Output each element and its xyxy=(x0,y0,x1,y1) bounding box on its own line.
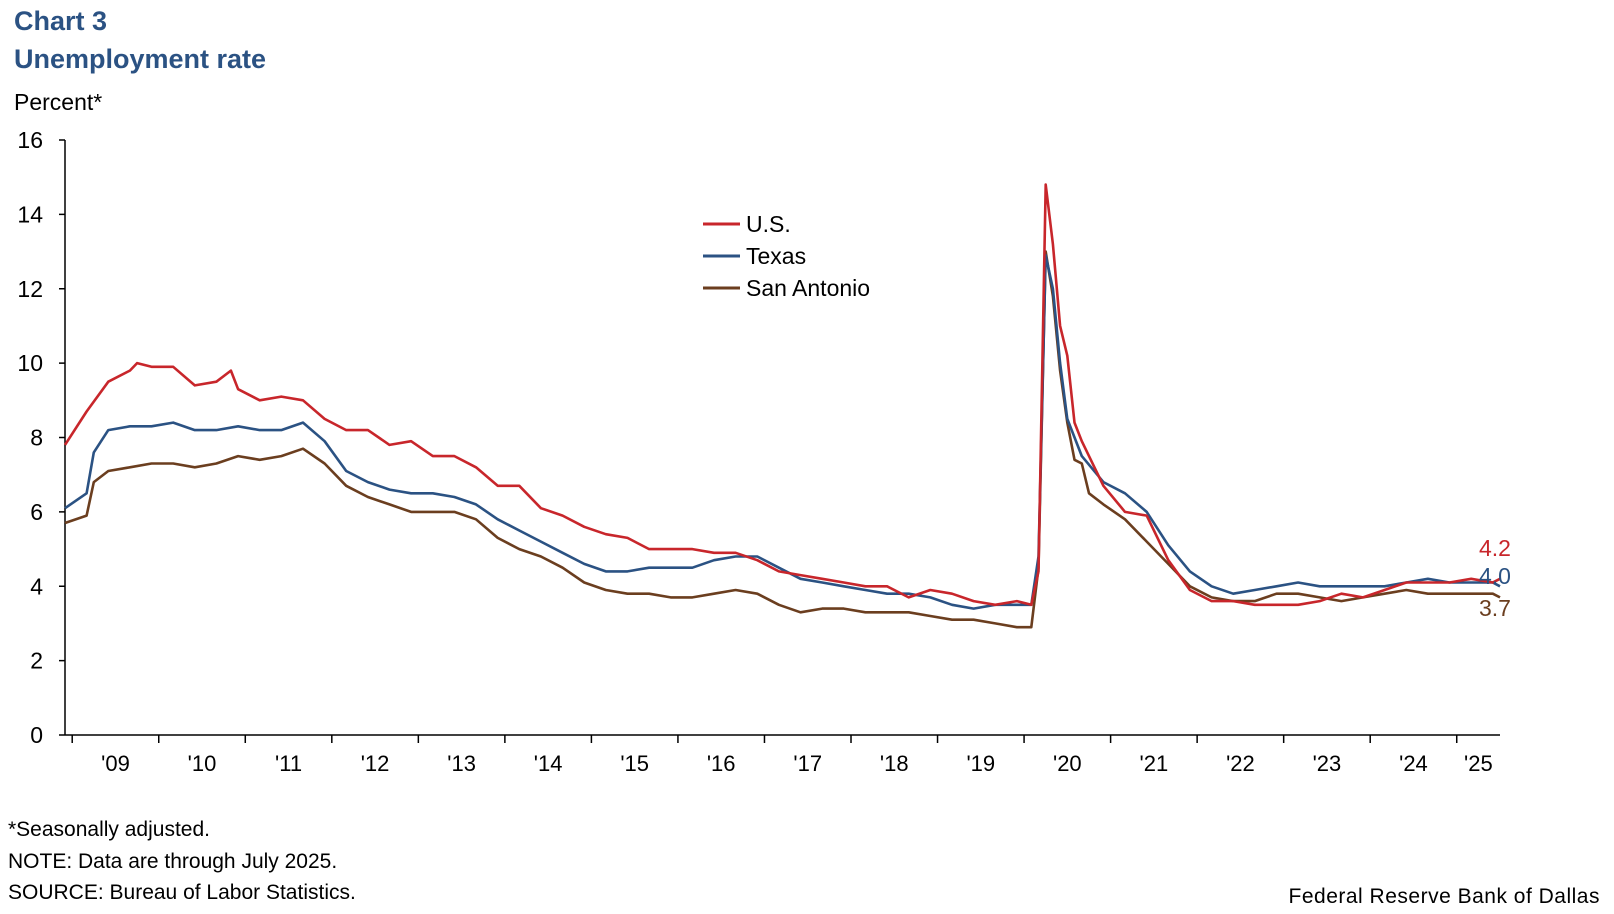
x-tick-label: '23 xyxy=(1313,751,1342,776)
chart-number: Chart 3 xyxy=(14,6,108,36)
x-tick-label: '13 xyxy=(447,751,476,776)
x-tick-label: '15 xyxy=(620,751,649,776)
y-tick-label: 2 xyxy=(30,648,43,674)
end-value-label: 3.7 xyxy=(1479,595,1511,621)
x-tick-label: '10 xyxy=(188,751,217,776)
series-line-san-antonio xyxy=(64,250,1501,629)
y-tick-label: 12 xyxy=(17,276,43,302)
end-value-label: 4.2 xyxy=(1479,535,1511,561)
x-tick-label: '20 xyxy=(1053,751,1082,776)
axes: 0 2 4 6 8 10 12 14 16 '09 '10 '11 '12 '13 '14 '15 '16 '17… xyxy=(17,127,1500,776)
y-tick-label: 14 xyxy=(17,201,43,227)
legend-label: U.S. xyxy=(746,211,791,237)
x-tick-label: '24 xyxy=(1399,751,1428,776)
x-tick-label: '09 xyxy=(101,751,130,776)
y-axis-unit-label: Percent* xyxy=(14,89,103,115)
y-tick-label: 10 xyxy=(17,350,43,376)
x-tick-label: '21 xyxy=(1140,751,1169,776)
x-tick-label: '11 xyxy=(275,751,302,776)
y-tick-label: 8 xyxy=(30,425,43,451)
end-labels: 4.24.0 3.7 xyxy=(1479,535,1511,621)
legend: U.S. Texas San Antonio xyxy=(703,211,870,301)
y-tick-label: 16 xyxy=(17,127,43,153)
y-tick-label: 6 xyxy=(30,499,43,525)
series-line-u-s xyxy=(63,183,1501,607)
x-tick-label: '12 xyxy=(361,751,390,776)
series-lines xyxy=(63,183,1501,629)
legend-label: Texas xyxy=(746,243,806,269)
x-tick-label: '19 xyxy=(966,751,995,776)
x-tick-label: '18 xyxy=(880,751,909,776)
legend-label: San Antonio xyxy=(746,275,870,301)
source: SOURCE: Bureau of Labor Statistics. xyxy=(8,881,356,904)
x-tick-label: '17 xyxy=(793,751,822,776)
x-tick-label: '25 xyxy=(1464,751,1493,776)
footnote: *Seasonally adjusted. xyxy=(8,818,210,841)
end-value-label: 4.0 xyxy=(1479,563,1511,589)
x-tick-label: '16 xyxy=(707,751,736,776)
series-line-texas xyxy=(64,254,1501,610)
credit: Federal Reserve Bank of Dallas xyxy=(1288,885,1600,908)
y-tick-label: 4 xyxy=(30,573,43,599)
x-tick-label: '22 xyxy=(1226,751,1255,776)
y-tick-label: 0 xyxy=(30,722,43,748)
chart-title: Unemployment rate xyxy=(14,44,267,74)
x-tick-label: '14 xyxy=(534,751,563,776)
note: NOTE: Data are through July 2025. xyxy=(8,850,338,873)
